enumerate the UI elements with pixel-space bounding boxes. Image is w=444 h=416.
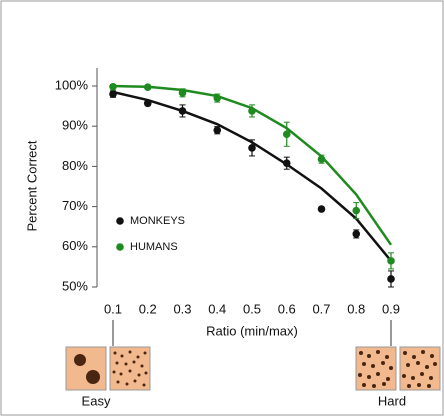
y-tick-label: 50% <box>62 278 88 293</box>
x-tick-label: 0.2 <box>139 301 157 316</box>
point <box>213 126 222 135</box>
point <box>178 89 187 97</box>
legend-label: HUMANS <box>130 241 178 253</box>
x-tick-label: 0.3 <box>173 301 191 316</box>
legend-marker <box>116 217 124 225</box>
x-tick-label: 0.1 <box>104 301 122 316</box>
point <box>213 94 222 102</box>
point <box>282 159 291 167</box>
point <box>317 205 326 213</box>
point <box>282 130 291 139</box>
point <box>109 83 117 91</box>
y-tick-label: 80% <box>62 158 88 173</box>
legend-label: MONKEYS <box>130 215 185 227</box>
hard-icons <box>355 320 441 391</box>
point <box>143 83 152 92</box>
point <box>143 99 152 108</box>
point <box>109 90 117 98</box>
y-tick-label: 100% <box>55 77 89 92</box>
point <box>178 107 187 115</box>
x-axis-title: Ratio (min/max) <box>206 323 298 338</box>
point <box>248 107 256 115</box>
point <box>317 155 326 163</box>
x-tick-label: 0.4 <box>208 301 226 316</box>
y-tick-label: 90% <box>62 118 88 133</box>
legend-marker <box>116 243 124 251</box>
point <box>248 144 256 152</box>
y-axis-title: Percent Correct <box>24 140 39 231</box>
point <box>387 257 395 265</box>
x-tick-label: 0.6 <box>278 301 296 316</box>
easy-icons <box>65 320 151 391</box>
x-tick-label: 0.7 <box>312 301 330 316</box>
x-tick-label: 0.8 <box>347 301 365 316</box>
x-tick-label: 0.9 <box>382 301 400 316</box>
point <box>352 230 361 238</box>
y-tick-label: 60% <box>62 238 88 253</box>
easy-label: Easy <box>82 393 111 408</box>
hard-label: Hard <box>378 393 406 408</box>
y-tick-label: 70% <box>62 198 88 213</box>
point <box>387 275 395 283</box>
point <box>352 206 361 215</box>
x-tick-label: 0.5 <box>243 301 261 316</box>
